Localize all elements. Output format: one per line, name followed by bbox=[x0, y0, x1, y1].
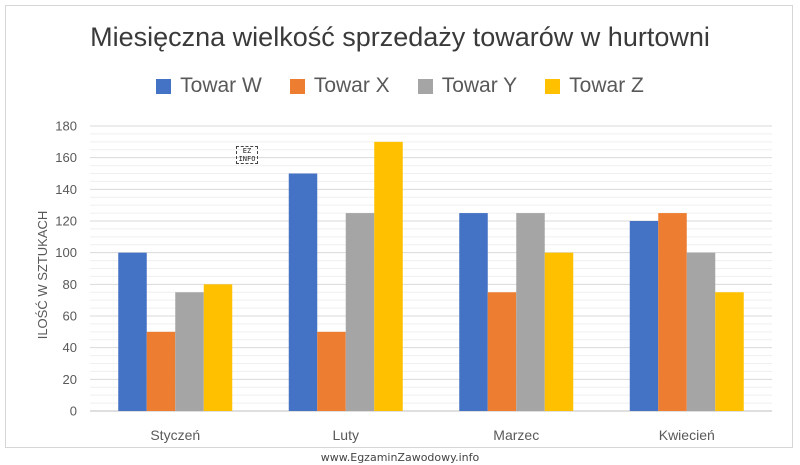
y-tick-label: 0 bbox=[70, 404, 77, 419]
bar-towar-z-1 bbox=[203, 284, 233, 411]
x-axis-categories: Styczeń Luty Marzec Kwiecień bbox=[150, 427, 714, 443]
bar-towar-y-4 bbox=[686, 252, 716, 411]
y-tick-label: 40 bbox=[63, 340, 77, 355]
legend-label-towar-x: Towar X bbox=[313, 74, 390, 97]
y-tick-label: 160 bbox=[55, 150, 77, 165]
bar-towar-w-4 bbox=[629, 221, 659, 411]
x-category-label: Kwiecień bbox=[659, 427, 715, 443]
y-tick-label: 140 bbox=[55, 182, 77, 197]
legend-label-towar-y: Towar Y bbox=[441, 74, 518, 97]
bar-towar-x-2 bbox=[317, 331, 346, 411]
x-category-label: Luty bbox=[333, 427, 359, 443]
bar-towar-w-2 bbox=[288, 173, 318, 411]
bars bbox=[118, 141, 744, 412]
y-tick-label: 20 bbox=[63, 372, 77, 387]
legend-item-towar-z: Towar Z bbox=[545, 74, 644, 98]
watermark-line-2: INFO bbox=[238, 155, 256, 163]
bar-towar-z-2 bbox=[374, 141, 403, 412]
y-axis-ticks: 0 20 40 60 80 100 120 140 160 180 bbox=[55, 119, 77, 419]
legend-item-towar-w: Towar W bbox=[156, 74, 262, 98]
y-tick-label: 180 bbox=[55, 119, 77, 134]
bar-towar-y-3 bbox=[516, 213, 545, 411]
legend-label-towar-z: Towar Z bbox=[569, 74, 644, 97]
watermark-line-1: EZ bbox=[242, 147, 252, 155]
y-tick-label: 120 bbox=[55, 214, 77, 229]
legend-item-towar-x: Towar X bbox=[289, 74, 390, 98]
footer-url: www.EgzaminZawodowy.info bbox=[320, 451, 480, 464]
y-tick-label: 80 bbox=[63, 277, 77, 292]
bar-towar-z-3 bbox=[544, 252, 574, 411]
bar-towar-x-4 bbox=[658, 213, 687, 411]
legend-swatch-towar-y bbox=[417, 78, 433, 94]
bar-towar-x-3 bbox=[487, 292, 517, 411]
bar-towar-z-4 bbox=[715, 292, 744, 411]
x-category-label: Marzec bbox=[493, 427, 539, 443]
legend-swatch-towar-x bbox=[289, 78, 305, 94]
bar-towar-y-1 bbox=[175, 292, 204, 411]
chart-legend: Towar W Towar X Towar Y Towar Z bbox=[0, 74, 800, 98]
legend-swatch-towar-z bbox=[545, 78, 561, 94]
y-tick-label: 100 bbox=[55, 245, 77, 260]
bar-towar-y-2 bbox=[345, 213, 375, 411]
y-axis-label: ILOŚĆ W SZTUKACH bbox=[35, 211, 50, 340]
watermark-logo: EZ INFO bbox=[236, 146, 258, 164]
bar-towar-w-1 bbox=[118, 252, 147, 411]
legend-label-towar-w: Towar W bbox=[180, 74, 262, 97]
x-category-label: Styczeń bbox=[150, 427, 200, 443]
y-tick-label: 60 bbox=[63, 309, 77, 324]
legend-swatch-towar-w bbox=[156, 78, 172, 94]
legend-item-towar-y: Towar Y bbox=[417, 74, 518, 98]
bar-towar-w-3 bbox=[459, 213, 488, 411]
chart-title: Miesięczna wielkość sprzedaży towarów w … bbox=[90, 22, 710, 52]
bar-towar-x-1 bbox=[146, 331, 176, 411]
